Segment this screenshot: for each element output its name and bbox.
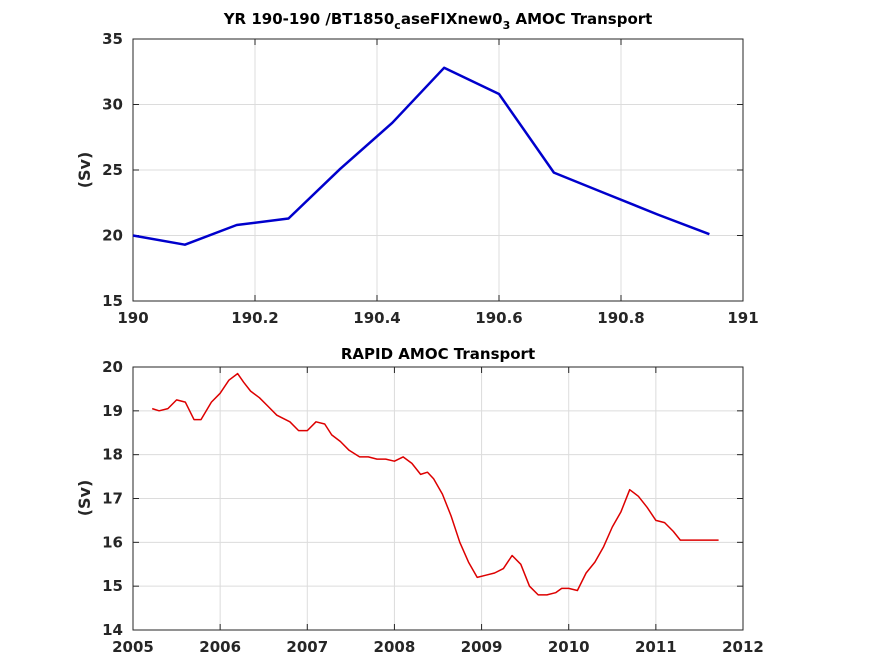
y-tick-label: 20	[102, 227, 123, 245]
y-tick-label: 20	[102, 358, 123, 376]
top-chart-series-line	[132, 66, 710, 246]
x-tick-label: 2009	[461, 638, 503, 656]
y-tick-label: 17	[102, 490, 123, 508]
y-tick-label: 25	[102, 161, 123, 179]
top-chart-ticks: 190 190.2 190.4 190.6 190.8 191 15 20 25 30 35	[102, 30, 759, 327]
y-tick-label: 19	[102, 402, 123, 420]
bottom-chart-series-line	[151, 372, 719, 596]
bottom-chart-title: RAPID AMOC Transport	[341, 345, 535, 363]
x-tick-label: 2007	[286, 638, 328, 656]
y-tick-label: 30	[102, 96, 123, 114]
bottom-chart-ylabel: (Sv)	[75, 480, 94, 517]
x-tick-label: 2005	[112, 638, 154, 656]
x-tick-label: 190.4	[353, 309, 400, 327]
x-tick-label: 190.2	[231, 309, 278, 327]
y-tick-label: 35	[102, 30, 123, 48]
y-tick-label: 15	[102, 292, 123, 310]
x-tick-label: 190	[117, 309, 148, 327]
x-tick-label: 190.6	[475, 309, 522, 327]
y-tick-label: 16	[102, 533, 123, 551]
y-tick-label: 18	[102, 446, 123, 464]
y-tick-label: 14	[102, 621, 123, 639]
x-tick-label: 2012	[722, 638, 764, 656]
top-chart-ylabel: (Sv)	[75, 152, 94, 189]
x-tick-label: 191	[727, 309, 758, 327]
bottom-chart: RAPID AMOC Transport 2005 2006 2007 2008 200…	[75, 345, 764, 656]
x-tick-label: 2010	[548, 638, 590, 656]
y-tick-label: 15	[102, 577, 123, 595]
x-tick-label: 190.8	[597, 309, 644, 327]
x-tick-label: 2011	[635, 638, 677, 656]
top-chart-title: YR 190-190 /BT1850caseFIXnew03 AMOC Tran…	[223, 10, 653, 32]
x-tick-label: 2006	[199, 638, 241, 656]
x-tick-label: 2008	[374, 638, 416, 656]
top-chart: YR 190-190 /BT1850caseFIXnew03 AMOC Tran…	[75, 10, 759, 327]
bottom-chart-ticks: 2005 2006 2007 2008 2009 2010 2011 2012 14 15 16 17…	[102, 358, 764, 656]
